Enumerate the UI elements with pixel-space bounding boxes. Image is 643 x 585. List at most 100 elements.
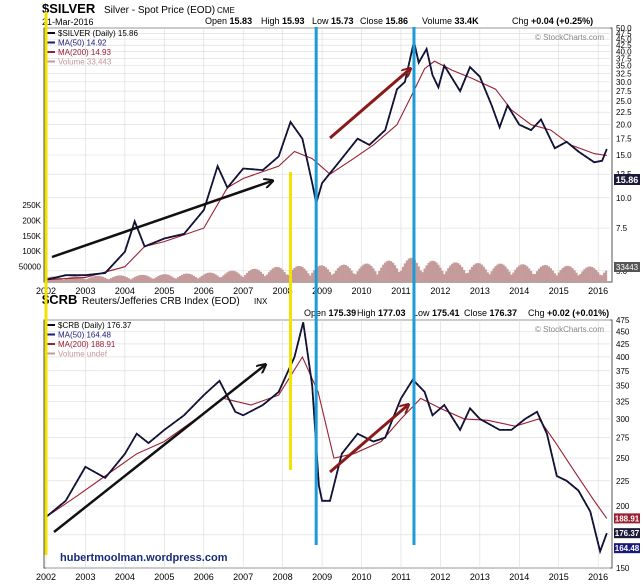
silver-quote-high: High 15.93 <box>261 16 305 26</box>
crb-description: Reuters/Jefferies CRB Index (EOD) <box>82 296 240 307</box>
crb-last-value: 188.91 <box>615 514 640 523</box>
x-tick-label: 2004 <box>115 572 135 582</box>
legend-item-label: Volume undef <box>58 350 108 359</box>
crb-quote-high: High 177.03 <box>357 308 406 318</box>
silver-volume-value-box <box>614 262 640 272</box>
price-line <box>45 322 608 555</box>
volume-tick-label: 100K <box>22 247 41 256</box>
silver-series <box>45 41 608 281</box>
annotation-overlays <box>44 12 416 555</box>
crb-last-value: 176.37 <box>615 529 640 538</box>
y-tick-label: 35.0 <box>616 62 632 71</box>
crb-x-axis: 2002 2003 2004 2005 2006 2007 2008 2009 2010 2011… <box>36 572 608 582</box>
black-trend-arrow <box>53 365 265 533</box>
silver-quote-volume: Volume 33.4K <box>422 16 479 26</box>
y-tick-label: 425 <box>616 340 630 349</box>
crb-quote-open: Open 175.39 <box>304 308 356 318</box>
silver-exchange: CME <box>217 6 235 15</box>
crb-exchange: INX <box>254 297 268 306</box>
crb-last-value: 164.48 <box>615 544 640 553</box>
silver-date: 21-Mar-2016 <box>42 17 94 27</box>
volume-tick-label: 250K <box>22 201 41 210</box>
crb-symbol: $CRB <box>42 292 77 307</box>
y-tick-label: 25.0 <box>616 97 632 106</box>
y-tick-label: 200 <box>616 502 630 511</box>
y-tick-label: 475 <box>616 316 630 325</box>
y-tick-label: 27.5 <box>616 87 632 96</box>
ma50-line <box>45 41 608 281</box>
y-tick-label: 45.0 <box>616 35 632 44</box>
y-tick-label: 20.0 <box>616 121 632 130</box>
silver-quote-open: Open 15.83 <box>205 16 252 26</box>
y-tick-label: 47.5 <box>616 29 632 38</box>
x-tick-label: 2003 <box>75 572 95 582</box>
y-tick-label: 30.0 <box>616 78 632 87</box>
x-tick-label: 2014 <box>509 286 529 296</box>
x-tick-label: 2005 <box>154 286 174 296</box>
y-tick-label: 42.5 <box>616 41 632 50</box>
x-tick-label: 2007 <box>233 286 253 296</box>
x-tick-label: 2016 <box>588 286 608 296</box>
y-tick-label: 300 <box>616 415 630 424</box>
silver-volume-bars <box>44 257 608 282</box>
x-tick-label: 2004 <box>115 286 135 296</box>
crb-series <box>45 322 608 555</box>
x-tick-label: 2007 <box>233 572 253 582</box>
x-tick-label: 2006 <box>194 572 214 582</box>
x-tick-label: 2009 <box>312 572 332 582</box>
y-tick-label: 400 <box>616 353 630 362</box>
y-tick-label: 150 <box>616 564 630 573</box>
legend-item-label: $SILVER (Daily) 15.86 <box>58 29 138 38</box>
silver-quote-low: Low 15.73 <box>312 16 354 26</box>
x-tick-label: 2005 <box>154 572 174 582</box>
crb-quote-close: Close 176.37 <box>464 308 517 318</box>
crb-last-values: 188.91 176.37 164.48 <box>614 513 640 554</box>
x-tick-label: 2010 <box>352 572 372 582</box>
ma200-line <box>45 355 608 519</box>
x-tick-label: 2016 <box>588 572 608 582</box>
y-tick-label: 325 <box>616 398 630 407</box>
legend-item-label: MA(200) 188.91 <box>58 340 116 349</box>
silver-quote-close: Close 15.86 <box>360 16 408 26</box>
volume-tick-label: 150K <box>22 232 41 241</box>
silver-volume-value: 33443 <box>616 263 639 272</box>
y-tick-label: 275 <box>616 434 630 443</box>
y-tick-label: 15.0 <box>616 151 632 160</box>
price-line <box>45 41 608 281</box>
legend-item-label: $CRB (Daily) 176.37 <box>58 321 132 330</box>
y-tick-label: 375 <box>616 367 630 376</box>
y-tick-label: 17.5 <box>616 135 632 144</box>
silver-symbol: $SILVER <box>42 1 96 16</box>
x-tick-label: 2015 <box>549 572 569 582</box>
legend-item-label: MA(50) 164.48 <box>58 331 111 340</box>
red-trend-arrow <box>329 69 410 140</box>
y-tick-label: 350 <box>616 382 630 391</box>
x-tick-label: 2002 <box>36 572 56 582</box>
x-tick-label: 2009 <box>312 286 332 296</box>
x-tick-label: 2012 <box>430 286 450 296</box>
crb-header: $CRB Reuters/Jefferies CRB Index (EOD) I… <box>42 292 609 318</box>
x-tick-label: 2006 <box>194 286 214 296</box>
y-tick-label: 10.0 <box>616 194 632 203</box>
silver-y-axis: 50.047.545.042.540.037.535.032.530.027.5… <box>616 24 632 276</box>
y-tick-label: 32.5 <box>616 69 632 78</box>
y-tick-label: 22.5 <box>616 108 632 117</box>
y-tick-label: 225 <box>616 477 630 486</box>
crb-watermark: © StockCharts.com <box>535 325 604 334</box>
y-tick-label: 50.0 <box>616 24 632 33</box>
crb-quote-chg: Chg +0.02 (+0.01%) <box>528 308 609 318</box>
y-tick-label: 37.5 <box>616 54 632 63</box>
silver-header: $SILVER Silver - Spot Price (EOD) CME 21… <box>42 1 593 27</box>
x-tick-label: 2015 <box>549 286 569 296</box>
y-tick-label: 450 <box>616 328 630 337</box>
x-tick-label: 2003 <box>75 286 95 296</box>
x-tick-label: 2011 <box>391 286 410 296</box>
silver-last-value-box <box>614 174 640 185</box>
y-tick-label: 250 <box>616 454 630 463</box>
red-trend-arrow <box>329 405 408 474</box>
volume-tick-label: 50000 <box>19 263 42 272</box>
silver-description: Silver - Spot Price (EOD) <box>104 5 215 16</box>
y-tick-label: 7.5 <box>616 224 628 233</box>
